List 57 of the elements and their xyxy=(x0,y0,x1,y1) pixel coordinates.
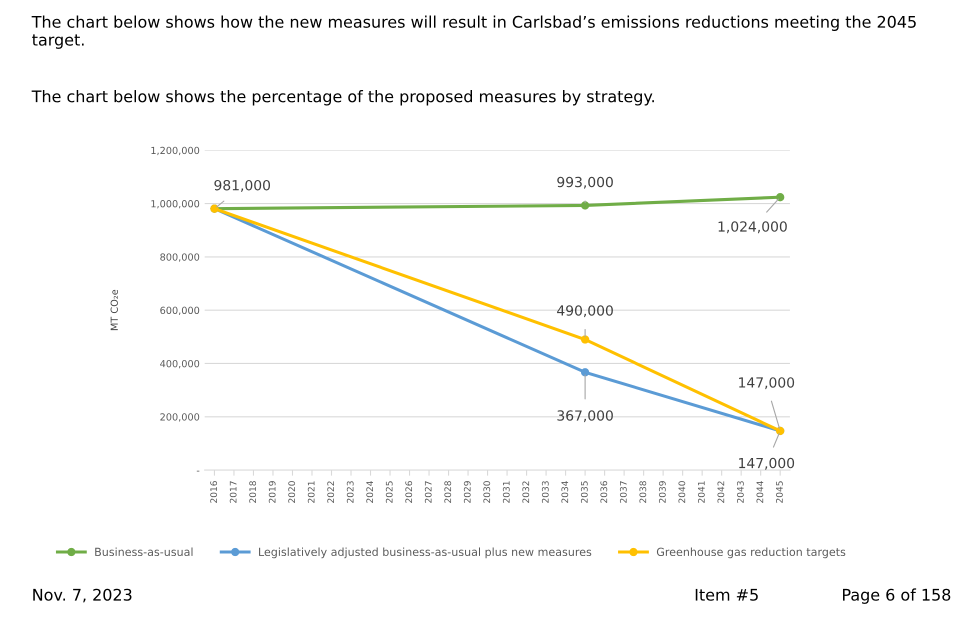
x-tick-label: 2031 xyxy=(502,481,510,503)
text: Item #5 xyxy=(696,588,758,601)
y-tick-label: 1,200,000 xyxy=(151,146,200,156)
x-tick-label: 2029 xyxy=(464,481,471,503)
y-axis-title: MT CO₂e xyxy=(110,290,118,330)
y-tick-label: 1,000,000 xyxy=(151,200,200,208)
data-label: 367,000 xyxy=(557,410,613,422)
y-tick-label: 800,000 xyxy=(160,253,200,262)
y-tick-label: 200,000 xyxy=(160,413,200,422)
x-tick-label: 2023 xyxy=(346,481,354,503)
y-tick-label: 600,000 xyxy=(160,306,200,316)
point xyxy=(776,193,784,202)
legend-label: Greenhouse gas reduction targets xyxy=(656,547,846,558)
x-tick-label: 2043 xyxy=(736,481,744,503)
x-tick-label: 2037 xyxy=(620,481,627,503)
chart-title: The chart below shows how the new measures will result in Carlsbad’s emissions reductions meeting the 2045 target. xyxy=(32,16,916,49)
data-label: 1,024,000 xyxy=(718,221,787,234)
x-tick-label: 2018 xyxy=(249,481,256,503)
x-tick-label: 2034 xyxy=(561,481,568,503)
x-tick-label: 2022 xyxy=(327,481,334,503)
y-tick-label: 400,000 xyxy=(160,360,200,368)
data-label: 993,000 xyxy=(557,176,613,189)
data-label: 490,000 xyxy=(557,305,613,318)
data-label: 147,000 xyxy=(739,377,794,390)
x-tick-label: 2036 xyxy=(600,481,608,503)
x-tick-label: 2021 xyxy=(308,481,315,503)
x-tick-label: 2027 xyxy=(424,481,432,503)
x-tick-label: 2042 xyxy=(717,481,724,503)
x-tick-label: 2041 xyxy=(698,481,705,503)
point xyxy=(580,368,590,376)
text: Nov. 7, 2023 xyxy=(33,588,132,602)
data-label: 981,000 xyxy=(214,180,270,192)
x-tick-label: 2025 xyxy=(386,481,393,503)
x-tick-label: 2028 xyxy=(444,481,452,503)
x-tick-label: 2035 xyxy=(580,481,588,503)
y-tick-label: - xyxy=(196,470,200,472)
x-tick-label: 2024 xyxy=(366,481,374,503)
x-tick-label: 2044 xyxy=(756,481,764,503)
x-tick-label: 2020 xyxy=(288,481,296,503)
x-tick-label: 2032 xyxy=(522,481,530,503)
x-tick-label: 2039 xyxy=(658,481,666,503)
legend-label: Legislatively adjusted business-as-usual plus new measures xyxy=(259,547,592,558)
x-tick-label: 2045 xyxy=(776,481,783,503)
data-label: 147,000 xyxy=(739,458,794,470)
x-tick-label: 2019 xyxy=(268,481,276,503)
x-tick-label: 2017 xyxy=(230,481,237,503)
chart-subtitle: The chart below shows the percentage of the proposed measures by strategy. xyxy=(32,90,654,106)
x-tick-label: 2016 xyxy=(210,481,218,503)
x-tick-label: 2038 xyxy=(639,481,646,503)
x-tick-label: 2026 xyxy=(405,481,412,503)
x-tick-label: 2033 xyxy=(542,481,549,503)
point xyxy=(580,201,590,210)
legend-label: Business-as-usual xyxy=(95,547,192,556)
x-tick-label: 2030 xyxy=(483,481,490,503)
point xyxy=(580,335,590,344)
text: Page 6 of 158 xyxy=(843,588,950,604)
x-tick-label: 2040 xyxy=(678,481,686,503)
